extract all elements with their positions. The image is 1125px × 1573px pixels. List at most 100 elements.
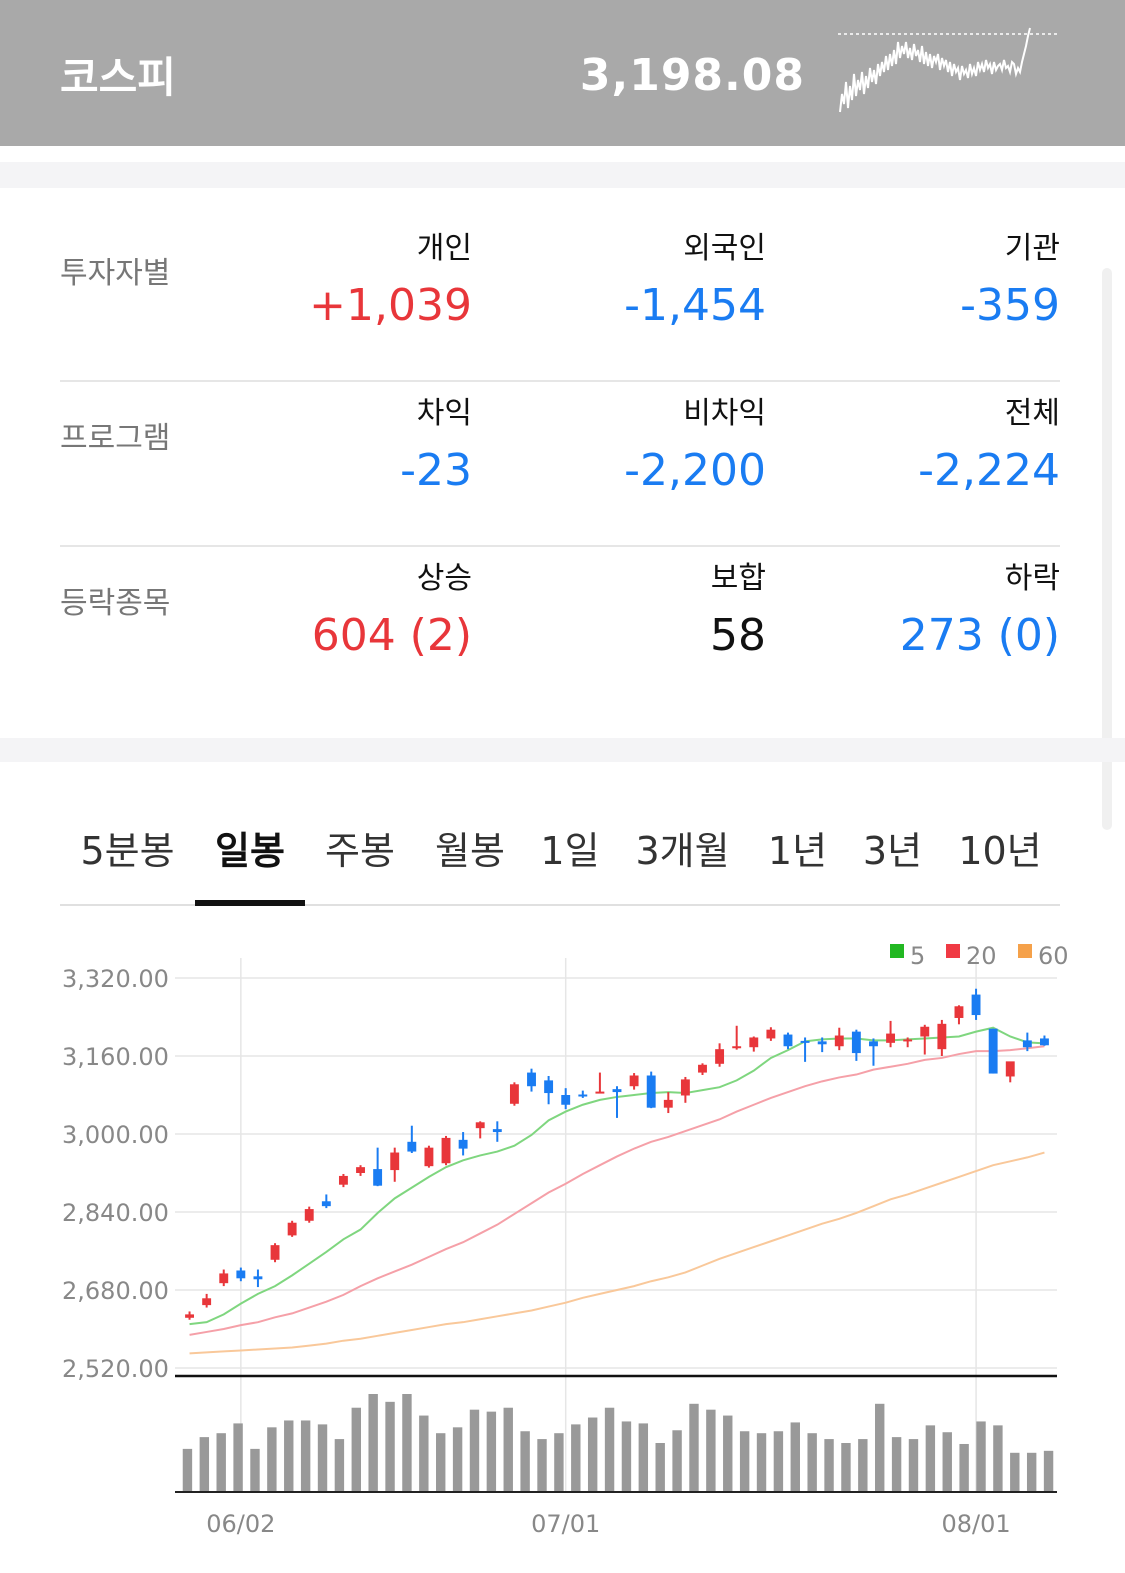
investor-foreign: 외국인 -1,454 — [506, 228, 766, 332]
breadth-decline-value: 273 (0) — [899, 610, 1060, 661]
candle-body — [356, 1167, 365, 1173]
candle-body — [869, 1041, 878, 1047]
volume-bar — [368, 1394, 378, 1492]
volume-bar — [773, 1431, 784, 1492]
index-name: 코스피 — [60, 53, 176, 102]
program-arbitrage-value: -23 — [400, 445, 472, 496]
breadth-section: 등락종목 상승 604 (2) 보합 58 하락 273 (0) — [60, 558, 1060, 723]
breadth-advance-label: 상승 — [416, 561, 472, 596]
candle-body — [971, 994, 981, 1016]
candle-body — [219, 1273, 229, 1284]
volume-bar — [233, 1423, 243, 1492]
candle-body — [800, 1040, 810, 1043]
investor-foreign-label: 외국인 — [683, 231, 766, 266]
legend-label: 60 — [1038, 942, 1069, 970]
candle-body — [783, 1034, 793, 1047]
breadth-unchanged-label: 보합 — [710, 561, 766, 596]
index-header[interactable]: 코스피 3,198.08 — [0, 0, 1125, 146]
legend-swatch — [946, 944, 960, 958]
breadth-advance-value: 604 (2) — [311, 610, 472, 661]
candle-body — [527, 1072, 536, 1087]
volume-bar — [807, 1433, 817, 1492]
candle-body — [937, 1023, 947, 1050]
candle-body — [424, 1147, 434, 1167]
candle-body — [749, 1037, 759, 1048]
volume-bar — [841, 1443, 851, 1492]
program-total-label: 전체 — [1004, 396, 1060, 431]
legend-swatch — [890, 944, 904, 958]
candle-body — [903, 1039, 913, 1042]
candle-body — [766, 1029, 776, 1039]
volume-bar — [436, 1433, 446, 1492]
breadth-decline: 하락 273 (0) — [800, 558, 1060, 662]
investor-individual-label: 개인 — [416, 231, 472, 266]
candle-body — [561, 1095, 571, 1105]
y-tick-label: 2,680.00 — [62, 1277, 169, 1305]
volume-bar — [300, 1420, 311, 1492]
tab-3year[interactable]: 3년 — [862, 829, 923, 873]
candle-body — [886, 1033, 896, 1043]
volume-bar — [723, 1415, 733, 1492]
candle-body — [407, 1141, 417, 1152]
tab-monthly[interactable]: 월봉 — [435, 829, 505, 873]
y-tick-label: 2,520.00 — [62, 1355, 169, 1383]
candle-body — [680, 1079, 690, 1096]
investor-individual: 개인 +1,039 — [212, 228, 472, 332]
volume-bar — [486, 1411, 497, 1492]
volume-bar — [942, 1432, 952, 1492]
volume-bar — [587, 1417, 598, 1492]
divider — [60, 545, 1060, 547]
scrollbar[interactable] — [1102, 268, 1112, 830]
index-value: 3,198.08 — [579, 50, 805, 101]
legend-label: 20 — [966, 942, 997, 970]
tab-5min[interactable]: 5분봉 — [80, 829, 175, 873]
volume-bar — [672, 1430, 682, 1492]
volume-bar — [520, 1431, 530, 1492]
program-non-arbitrage-label: 비차익 — [683, 396, 766, 431]
candle-body — [253, 1276, 263, 1280]
volume-bar — [182, 1448, 193, 1492]
volume-bar — [621, 1421, 632, 1492]
volume-bar — [908, 1439, 919, 1492]
candle-body — [270, 1245, 280, 1260]
candle-body — [373, 1169, 383, 1186]
volume-bar — [858, 1439, 868, 1492]
volume-bar — [790, 1422, 800, 1492]
candle-body — [236, 1270, 246, 1279]
tab-weekly[interactable]: 주봉 — [325, 829, 395, 873]
volume-bar — [1026, 1452, 1037, 1492]
volume-bar — [419, 1415, 429, 1492]
candle-body — [595, 1091, 605, 1094]
volume-bar — [655, 1443, 665, 1492]
candle-body — [612, 1089, 622, 1093]
legend-label: 5 — [910, 942, 925, 970]
program-label: 프로그램 — [60, 421, 171, 456]
candle-body — [629, 1075, 639, 1087]
investor-institution-label: 기관 — [1004, 231, 1060, 266]
tab-10year[interactable]: 10년 — [958, 829, 1042, 873]
y-tick-label: 3,320.00 — [62, 965, 169, 993]
volume-bar — [571, 1424, 581, 1492]
tab-3month[interactable]: 3개월 — [635, 829, 730, 873]
tab-daily[interactable]: 일봉 — [215, 829, 285, 873]
investor-section: 투자자별 개인 +1,039 외국인 -1,454 기관 -359 — [60, 228, 1060, 393]
volume-bar — [925, 1425, 936, 1492]
candle-body — [715, 1049, 725, 1064]
volume-bar — [537, 1439, 547, 1492]
breadth-unchanged-value: 58 — [710, 610, 766, 661]
volume-bar — [993, 1425, 1003, 1492]
x-tick-label: 07/01 — [531, 1510, 600, 1538]
program-arbitrage-label: 차익 — [416, 396, 472, 431]
breadth-decline-label: 하락 — [1004, 561, 1060, 596]
candle-body — [287, 1222, 297, 1236]
candle-body — [732, 1046, 742, 1049]
legend-swatch — [1018, 944, 1032, 958]
candle-body — [1040, 1038, 1049, 1046]
volume-bar — [284, 1420, 294, 1492]
investor-foreign-value: -1,454 — [624, 280, 766, 331]
candlestick-chart[interactable]: 3,320.00 3,160.00 3,000.00 2,840.00 2,680.00… — [0, 920, 1125, 1560]
volume-bar — [756, 1433, 767, 1492]
tab-1year[interactable]: 1년 — [767, 829, 828, 873]
tab-1day[interactable]: 1일 — [540, 829, 600, 873]
candle-body — [578, 1094, 588, 1097]
